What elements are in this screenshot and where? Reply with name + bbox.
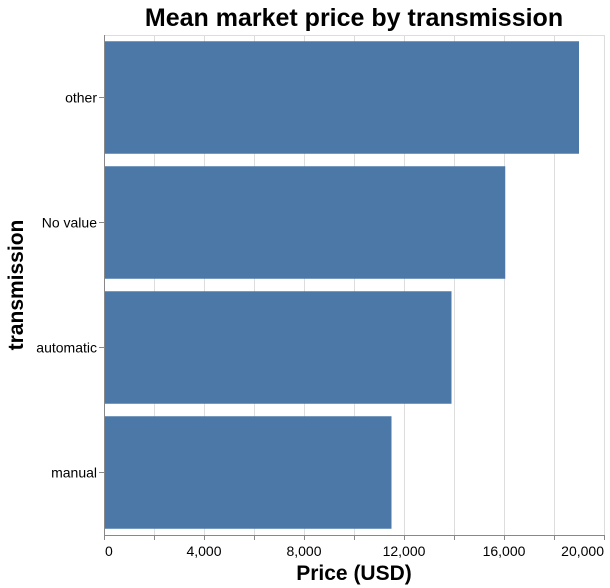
- bar-manual: [104, 416, 392, 529]
- x-tick-label: 20,000: [561, 543, 604, 559]
- x-tick-label: 12,000: [383, 543, 426, 559]
- x-tick-label: 0: [105, 543, 113, 559]
- bar-no-value: [104, 166, 506, 279]
- x-axis-title: Price (USD): [296, 562, 412, 585]
- bar-other: [104, 41, 579, 154]
- x-tick-label: 8,000: [286, 543, 321, 559]
- x-tick-label: 16,000: [483, 543, 526, 559]
- y-tick-label: manual: [51, 465, 97, 481]
- y-axis-title: transmission: [5, 220, 28, 351]
- axes: other No value automatic manual 0 4,000 8,000 1…: [36, 35, 605, 559]
- x-tick-label: 4,000: [186, 543, 221, 559]
- y-tick-label: automatic: [36, 340, 97, 356]
- bar-automatic: [104, 291, 452, 404]
- y-tick-label: No value: [42, 215, 97, 231]
- chart-title: Mean market price by transmission: [145, 4, 563, 32]
- bars: [104, 41, 579, 529]
- y-tick-label: other: [65, 90, 97, 106]
